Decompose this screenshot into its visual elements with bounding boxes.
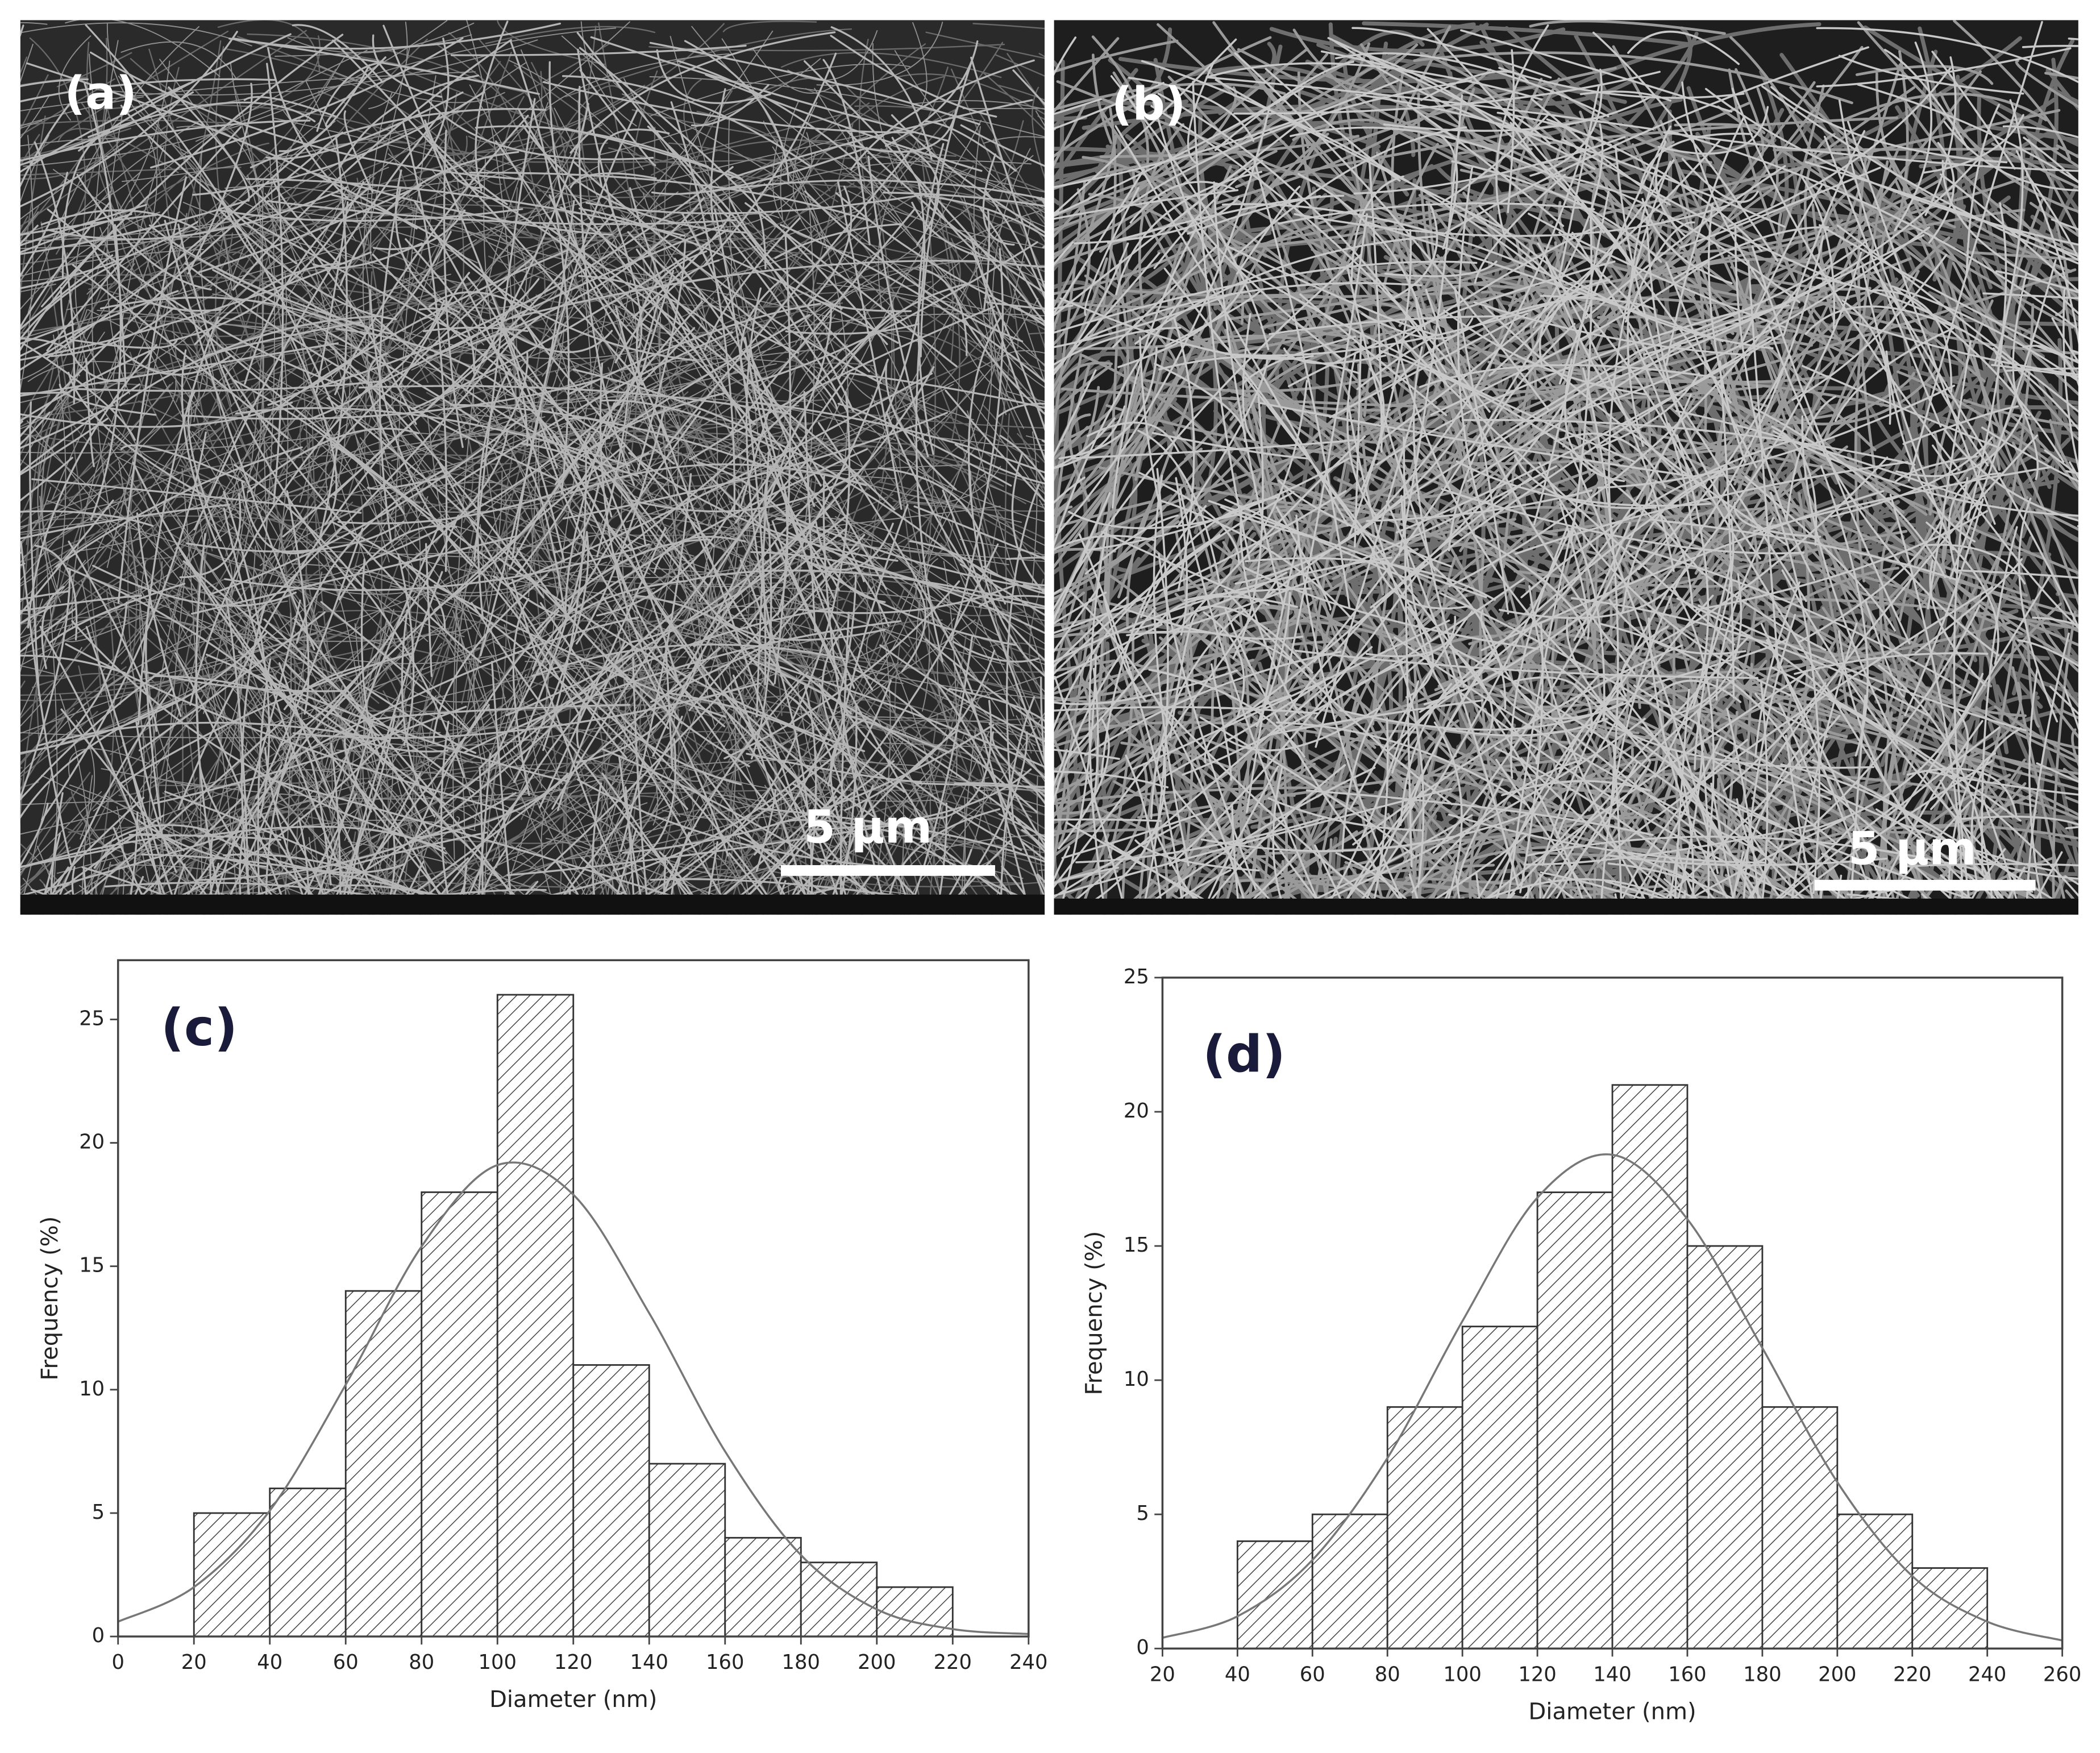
bar xyxy=(1611,1084,1689,1650)
x-axis-label: Diameter (nm) xyxy=(1528,1698,1696,1725)
scale-bar-label: 5 µm xyxy=(1848,822,1977,875)
bar xyxy=(876,1586,954,1638)
x-tick-label: 240 xyxy=(1009,1651,1047,1674)
x-tick-label: 20 xyxy=(1150,1663,1175,1686)
y-tick-label: 20 xyxy=(79,1131,105,1154)
x-tick-label: 140 xyxy=(1593,1663,1631,1686)
info-bar xyxy=(20,894,1045,915)
x-tick-label: 160 xyxy=(706,1651,744,1674)
bar xyxy=(269,1488,347,1638)
bar xyxy=(800,1561,878,1638)
image-overlays: (a) (b) 5 µm 5 µm xyxy=(20,67,2078,915)
x-tick-label: 140 xyxy=(630,1651,668,1674)
bar xyxy=(724,1536,802,1638)
y-tick-label: 5 xyxy=(1136,1502,1149,1525)
bar xyxy=(1686,1245,1764,1650)
fibers xyxy=(1054,20,2078,915)
x-tick-label: 40 xyxy=(1225,1663,1250,1686)
x-tick-label: 120 xyxy=(1518,1663,1556,1686)
info-bar xyxy=(1054,898,2078,915)
y-tick-label: 0 xyxy=(92,1624,105,1647)
x-tick-label: 0 xyxy=(111,1651,124,1674)
x-tick-label: 60 xyxy=(333,1651,359,1674)
x-tick-label: 120 xyxy=(554,1651,592,1674)
y-tick-label: 25 xyxy=(79,1007,105,1030)
panel-label: (a) xyxy=(64,67,136,120)
bar xyxy=(1836,1513,1914,1650)
sem-image-b xyxy=(1054,20,2078,915)
fibers xyxy=(20,20,1045,915)
x-tick-label: 60 xyxy=(1300,1663,1325,1686)
y-tick-label: 5 xyxy=(92,1501,105,1524)
y-tick-label: 25 xyxy=(1124,965,1149,988)
x-tick-label: 240 xyxy=(1968,1663,2006,1686)
x-tick-label: 180 xyxy=(1743,1663,1781,1686)
bar xyxy=(648,1463,726,1638)
y-tick-label: 20 xyxy=(1124,1099,1149,1123)
x-tick-label: 100 xyxy=(1443,1663,1481,1686)
y-tick-label: 10 xyxy=(79,1377,105,1401)
bar xyxy=(1536,1191,1614,1650)
y-tick-label: 0 xyxy=(1136,1636,1149,1659)
panel-label: (b) xyxy=(1112,77,1186,130)
x-tick-label: 200 xyxy=(858,1651,896,1674)
chart-label: (c) xyxy=(161,999,238,1058)
scale-bar-label: 5 µm xyxy=(804,801,932,854)
x-tick-label: 260 xyxy=(2043,1663,2081,1686)
x-tick-label: 200 xyxy=(1818,1663,1856,1686)
x-tick-label: 80 xyxy=(409,1651,434,1674)
bar xyxy=(344,1290,423,1638)
y-tick-label: 15 xyxy=(79,1254,105,1277)
x-tick-label: 220 xyxy=(1893,1663,1931,1686)
x-tick-label: 160 xyxy=(1668,1663,1706,1686)
fit-curve xyxy=(1162,1153,2063,1642)
x-tick-label: 100 xyxy=(479,1651,517,1674)
bar xyxy=(572,1364,650,1638)
fit-curve xyxy=(117,1161,1029,1635)
bar xyxy=(1236,1540,1313,1650)
x-axis-label: Diameter (nm) xyxy=(489,1686,657,1713)
fibers xyxy=(1054,20,2078,915)
x-tick-label: 220 xyxy=(934,1651,972,1674)
bar xyxy=(1386,1406,1463,1650)
bar xyxy=(496,994,575,1638)
bar xyxy=(193,1512,271,1638)
histogram-chart: 0 20 40 60 80 100 120 140 160 180 200 220 240 0 5 10 15 2… xyxy=(37,959,1048,1713)
x-tick-label: 180 xyxy=(782,1651,820,1674)
bar xyxy=(1311,1513,1388,1650)
y-tick-label: 10 xyxy=(1124,1368,1149,1391)
y-axis-label: Frequency (%) xyxy=(37,1216,63,1381)
histogram-chart: 20 40 60 80 100 120 140 160 180 200 220 240 260 0 5 10 1… xyxy=(1082,965,2082,1725)
bar xyxy=(1461,1326,1538,1650)
x-tick-label: 40 xyxy=(257,1651,282,1674)
bar xyxy=(1911,1567,1989,1650)
sem-image-a xyxy=(20,20,1045,915)
y-tick-label: 15 xyxy=(1124,1233,1149,1257)
x-tick-label: 80 xyxy=(1375,1663,1400,1686)
bar xyxy=(421,1191,498,1638)
bar xyxy=(1761,1406,1839,1650)
y-axis-label: Frequency (%) xyxy=(1082,1231,1108,1395)
chart-label: (d) xyxy=(1203,1025,1286,1085)
x-tick-label: 20 xyxy=(181,1651,207,1674)
